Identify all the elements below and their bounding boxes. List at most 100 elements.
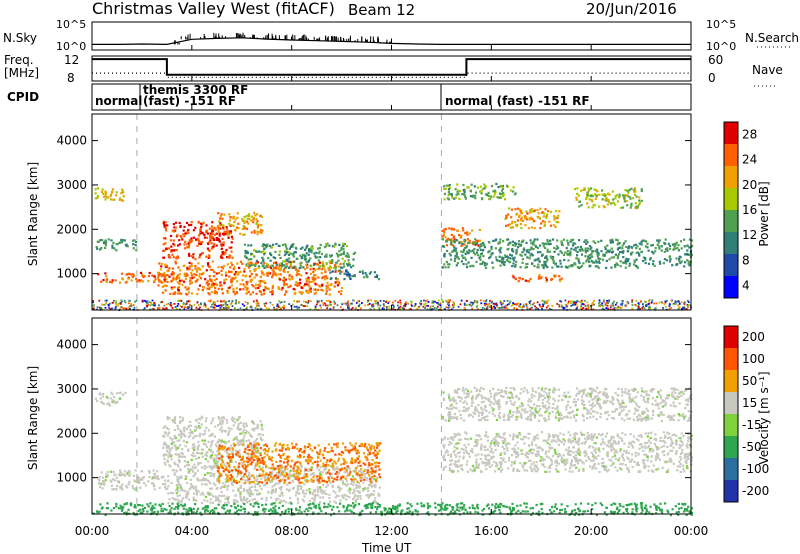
range-cell	[669, 303, 671, 305]
range-cell	[577, 246, 579, 248]
range-cell	[192, 253, 194, 255]
range-cell	[236, 436, 238, 438]
range-cell	[163, 444, 165, 446]
range-cell	[336, 253, 338, 255]
range-cell	[256, 260, 258, 262]
range-cell	[263, 293, 265, 295]
range-cell	[140, 279, 142, 281]
range-cell	[304, 283, 306, 285]
range-cell	[553, 215, 555, 217]
range-cell	[195, 274, 197, 276]
range-cell	[617, 248, 619, 250]
range-cell	[383, 300, 385, 302]
range-cell	[163, 237, 165, 239]
range-cell	[266, 307, 268, 309]
range-cell	[219, 307, 221, 309]
range-cell	[256, 220, 258, 222]
range-cell	[570, 301, 572, 303]
range-cell	[577, 305, 579, 307]
range-cell	[445, 228, 447, 230]
range-cell	[104, 195, 106, 197]
range-cell	[105, 275, 107, 277]
range-cell	[533, 220, 535, 222]
range-cell	[242, 274, 244, 276]
range-cell	[364, 272, 366, 274]
range-cell	[278, 470, 280, 472]
range-cell	[309, 268, 311, 270]
range-cell	[244, 480, 246, 482]
range-cell	[288, 257, 290, 259]
range-cell	[574, 304, 576, 306]
range-cell	[280, 257, 282, 259]
range-cell	[177, 427, 179, 429]
range-cell	[195, 420, 197, 422]
range-cell	[300, 265, 302, 267]
range-cell	[248, 218, 250, 220]
range-cell	[208, 266, 210, 268]
range-cell	[334, 303, 336, 305]
range-cell	[230, 445, 232, 447]
range-cell	[642, 303, 644, 305]
range-cell	[167, 475, 169, 477]
range-cell	[248, 474, 250, 476]
range-cell	[505, 225, 507, 227]
range-cell	[676, 263, 678, 265]
range-cell	[291, 276, 293, 278]
range-cell	[124, 300, 126, 302]
range-cell	[110, 397, 112, 399]
range-cell	[153, 469, 155, 471]
range-cell	[313, 474, 315, 476]
range-cell	[328, 497, 330, 499]
range-cell	[349, 492, 351, 494]
range-cell	[555, 248, 557, 250]
range-cell	[197, 446, 199, 448]
range-cell	[443, 254, 445, 256]
range-cell	[326, 459, 328, 461]
range-cell	[262, 260, 264, 262]
range-cell	[220, 270, 222, 272]
range-cell	[283, 277, 285, 279]
range-cell	[449, 184, 451, 186]
range-cell	[260, 224, 262, 226]
range-cell	[376, 477, 378, 479]
range-cell	[296, 258, 298, 260]
range-cell	[114, 474, 116, 476]
range-cell	[135, 244, 137, 246]
range-cell	[237, 500, 239, 502]
range-cell	[325, 468, 327, 470]
range-cell	[202, 494, 204, 496]
range-cell	[221, 238, 223, 240]
range-cell	[153, 302, 155, 304]
range-cell	[125, 281, 127, 283]
range-cell	[629, 263, 631, 265]
range-cell	[225, 274, 227, 276]
range-cell	[337, 304, 339, 306]
range-cell	[491, 185, 493, 187]
range-cell	[584, 255, 586, 257]
range-cell	[171, 288, 173, 290]
range-cell	[121, 199, 123, 201]
range-cell	[362, 481, 364, 483]
range-cell	[120, 303, 122, 305]
range-cell	[129, 300, 131, 302]
range-cell	[254, 232, 256, 234]
range-cell	[100, 397, 102, 399]
range-cell	[275, 267, 277, 269]
range-cell	[201, 492, 203, 494]
range-cell	[225, 465, 227, 467]
range-cell	[461, 260, 463, 262]
range-cell	[105, 474, 107, 476]
range-cell	[614, 197, 616, 199]
range-cell	[475, 261, 477, 263]
range-cell	[143, 482, 145, 484]
range-cell	[253, 230, 255, 232]
range-cell	[128, 481, 130, 483]
range-cell	[252, 221, 254, 223]
range-cell	[345, 303, 347, 305]
range-cell	[615, 254, 617, 256]
range-cell	[634, 207, 636, 209]
range-cell	[130, 303, 132, 305]
range-cell	[649, 258, 651, 260]
range-cell	[208, 480, 210, 482]
range-cell	[242, 303, 244, 305]
